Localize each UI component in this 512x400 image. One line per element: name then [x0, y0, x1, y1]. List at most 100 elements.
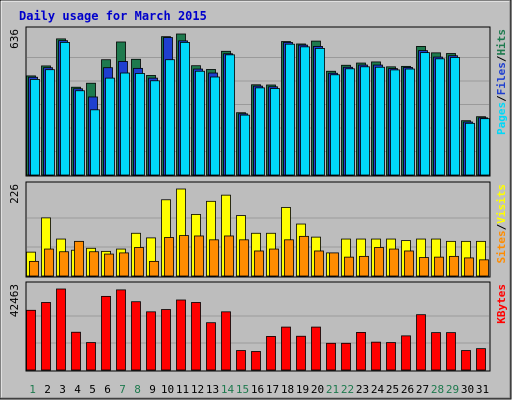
- bar-sites-day-17: [269, 248, 279, 277]
- bar-pages-day-21: [330, 74, 340, 176]
- legend-text: KBytes: [495, 284, 508, 324]
- bar-kbytes-day-3: [56, 288, 66, 371]
- bar-kbytes-day-31: [476, 348, 486, 371]
- legend-item-sites: Sites: [495, 230, 508, 263]
- bar-sites-day-6: [104, 253, 114, 277]
- bar-kbytes-day-18: [281, 326, 291, 371]
- bar-pages-day-5: [90, 109, 100, 176]
- bar-sites-day-19: [299, 235, 309, 277]
- x-tick-label-day-24: 24: [371, 383, 385, 396]
- bar-pages-day-24: [375, 66, 385, 176]
- legend-item-pages: Pages: [495, 102, 508, 135]
- x-tick-label-day-2: 2: [44, 383, 51, 396]
- bar-pages-day-1: [30, 79, 40, 176]
- bar-kbytes-day-13: [206, 322, 216, 371]
- bar-pages-day-11: [180, 42, 190, 176]
- legend-item-visits: Visits: [495, 184, 508, 224]
- legend-text: Sites/Visits: [495, 184, 508, 264]
- x-tick-label-day-25: 25: [386, 383, 399, 396]
- x-tick-label-day-16: 16: [251, 383, 264, 396]
- bar-pages-day-10: [165, 59, 175, 176]
- x-tick-label-day-11: 11: [176, 383, 189, 396]
- panel-max-label: 636: [8, 29, 21, 49]
- bar-pages-day-9: [150, 80, 160, 176]
- bar-sites-day-14: [224, 235, 234, 277]
- x-tick-label-day-4: 4: [74, 383, 81, 396]
- bar-sites-day-2: [44, 248, 54, 277]
- x-tick-label-day-14: 14: [221, 383, 235, 396]
- panel-max-label: 226: [8, 184, 21, 204]
- x-tick-label-day-17: 17: [266, 383, 279, 396]
- legend-item-hits: Hits: [495, 29, 508, 56]
- bar-sites-day-29: [449, 255, 459, 277]
- x-tick-label-day-23: 23: [356, 383, 369, 396]
- x-tick-label-day-28: 28: [431, 383, 444, 396]
- x-tick-label-day-26: 26: [401, 383, 414, 396]
- bar-pages-day-30: [465, 122, 475, 176]
- bar-kbytes-day-25: [386, 342, 396, 371]
- x-tick-label-day-22: 22: [341, 383, 354, 396]
- bar-kbytes-day-10: [161, 309, 171, 371]
- bar-pages-day-19: [300, 46, 310, 176]
- chart-title: Daily usage for March 2015: [19, 9, 207, 23]
- legend-text: Pages/Files/Hits: [495, 29, 508, 135]
- bar-kbytes-day-9: [146, 311, 156, 371]
- bar-kbytes-day-27: [416, 314, 426, 371]
- bar-pages-day-12: [195, 70, 205, 176]
- panel-legend: Pages/Files/Hits: [495, 29, 508, 135]
- x-tick-label-day-21: 21: [326, 383, 339, 396]
- bar-kbytes-day-8: [131, 301, 141, 371]
- bar-sites-day-18: [284, 239, 294, 277]
- legend-separator: /: [495, 55, 508, 62]
- bar-sites-day-23: [359, 255, 369, 277]
- series-pages: [30, 42, 490, 176]
- bar-kbytes-day-28: [431, 332, 441, 371]
- panel-legend: KBytes: [495, 284, 508, 324]
- legend-item-files: Files: [495, 62, 508, 95]
- bar-sites-day-24: [374, 247, 384, 277]
- panel-legend: Sites/Visits: [495, 184, 508, 264]
- bar-sites-day-31: [479, 259, 489, 277]
- x-tick-label-day-20: 20: [311, 383, 324, 396]
- bar-sites-day-3: [59, 251, 69, 277]
- bar-pages-day-13: [210, 76, 220, 176]
- x-tick-label-day-1: 1: [29, 383, 36, 396]
- bar-pages-day-18: [285, 43, 295, 176]
- bar-kbytes-day-12: [191, 302, 201, 371]
- bar-pages-day-6: [105, 77, 115, 176]
- bar-kbytes-day-16: [251, 351, 261, 371]
- bar-sites-day-22: [344, 256, 354, 277]
- bar-kbytes-day-11: [176, 299, 186, 371]
- x-tick-label-day-9: 9: [149, 383, 156, 396]
- bar-kbytes-day-1: [26, 309, 36, 371]
- panel-3: 42463 KBytes: [8, 281, 508, 372]
- x-tick-label-day-27: 27: [416, 383, 429, 396]
- legend-item-kbytes: KBytes: [495, 284, 508, 324]
- bar-sites-day-27: [419, 257, 429, 277]
- legend-separator: /: [495, 223, 508, 230]
- bar-sites-day-12: [194, 235, 204, 277]
- bar-sites-day-30: [464, 257, 474, 277]
- bar-pages-day-4: [75, 90, 85, 176]
- x-tick-label-day-19: 19: [296, 383, 309, 396]
- bar-pages-day-15: [240, 114, 250, 176]
- x-axis-day-labels: 1 2 3 4 5 6 7 8 9 10 11 12 13 14 15 16 17 18 19 20 21 22 23 24 2…: [29, 383, 489, 396]
- bar-kbytes-day-7: [116, 289, 126, 371]
- legend-separator: /: [495, 95, 508, 102]
- x-tick-label-day-6: 6: [104, 383, 111, 396]
- x-tick-label-day-13: 13: [206, 383, 219, 396]
- bar-kbytes-day-20: [311, 326, 321, 371]
- bar-pages-day-25: [390, 69, 400, 176]
- bar-sites-day-15: [239, 239, 249, 277]
- bar-pages-day-27: [420, 52, 430, 176]
- bar-sites-day-5: [89, 251, 99, 277]
- x-tick-label-day-18: 18: [281, 383, 294, 396]
- panel-max-label: 42463: [8, 284, 21, 317]
- bar-kbytes-day-19: [296, 335, 306, 371]
- bar-sites-day-26: [404, 250, 414, 277]
- bar-kbytes-day-6: [101, 295, 111, 371]
- bar-sites-day-1: [29, 260, 39, 277]
- bar-pages-day-31: [480, 118, 490, 176]
